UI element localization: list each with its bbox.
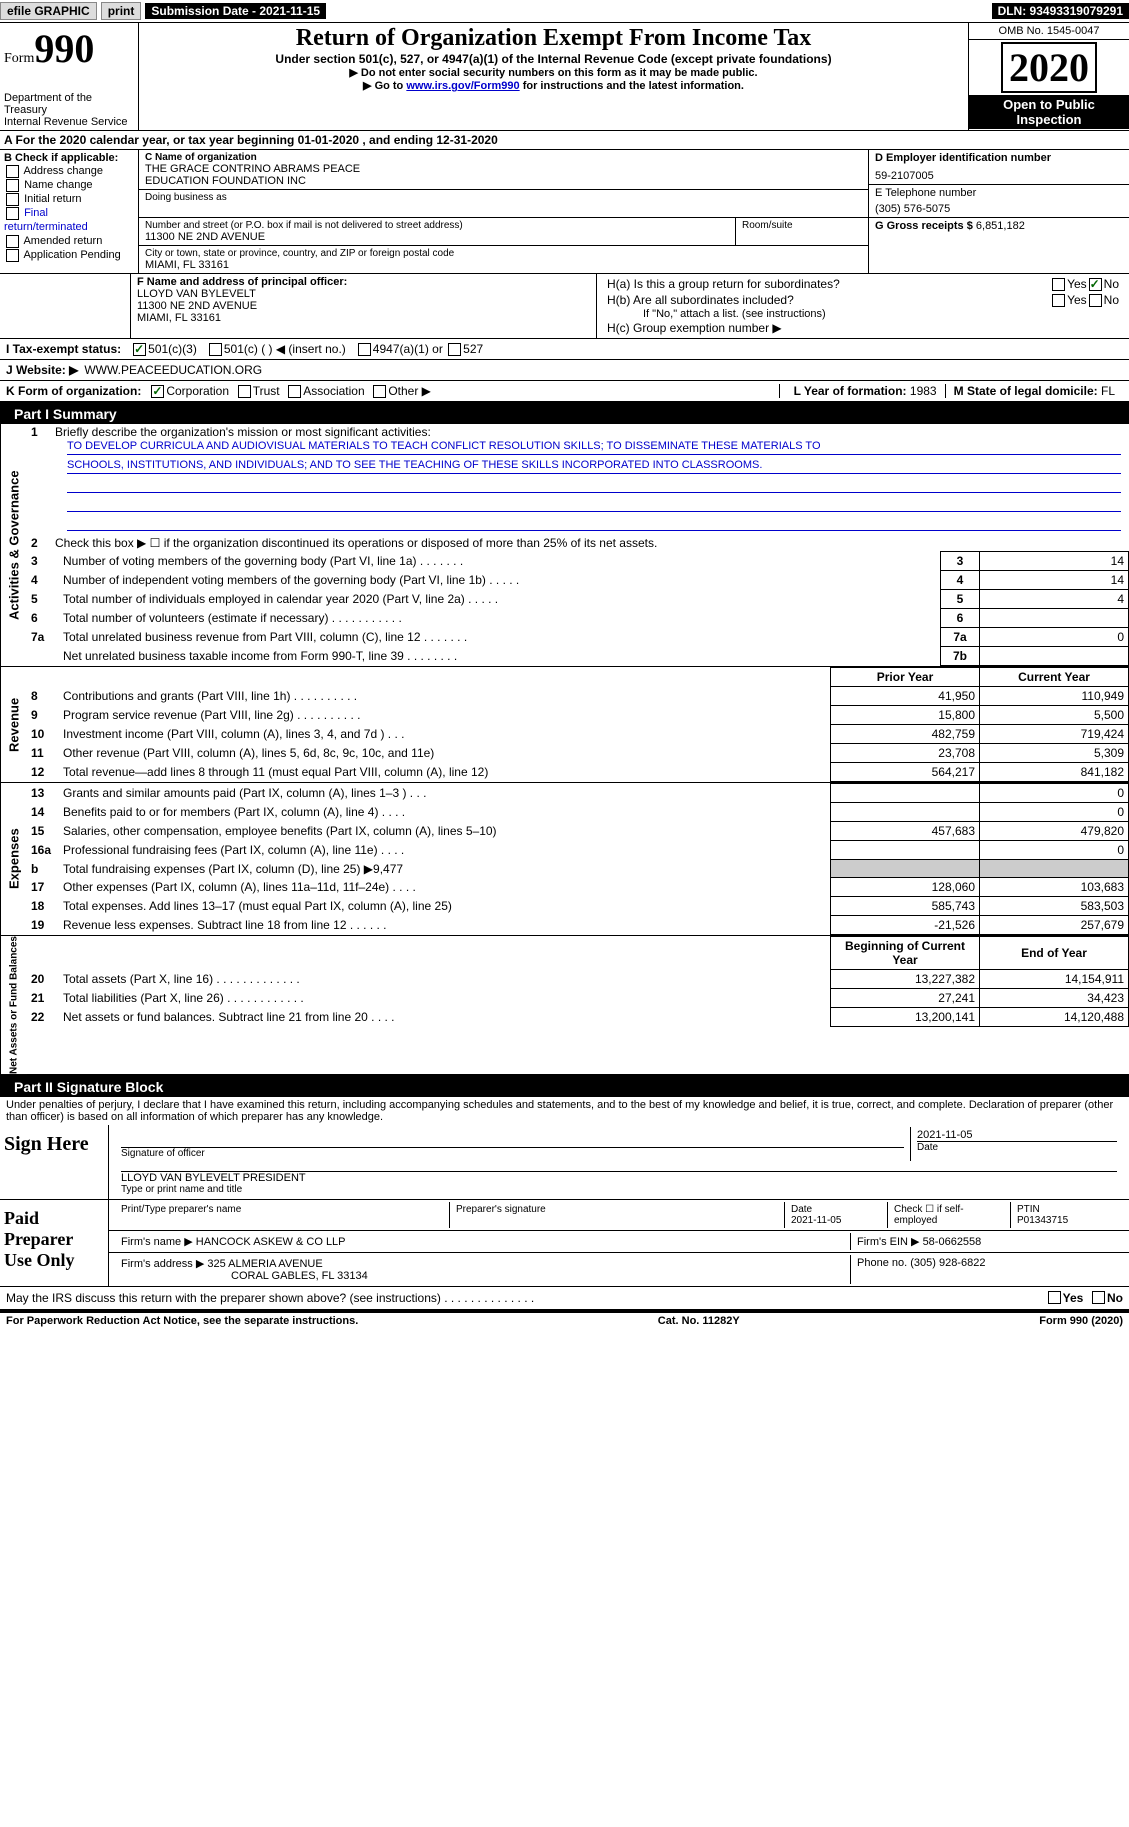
table-row: 14Benefits paid to or for members (Part … <box>27 803 1129 822</box>
efile-graphic-button[interactable]: efile GRAPHIC <box>0 2 97 20</box>
discuss-row: May the IRS discuss this return with the… <box>0 1287 1129 1312</box>
block-f-officer: F Name and address of principal officer:… <box>131 274 596 338</box>
table-row: 19Revenue less expenses. Subtract line 1… <box>27 916 1129 935</box>
open-to-public: Open to Public Inspection <box>969 95 1129 129</box>
netassets-table: Beginning of Current Year End of Year 20… <box>27 936 1129 1027</box>
print-button[interactable]: print <box>101 2 142 20</box>
row-k-form-org: K Form of organization: Corporation Trus… <box>0 381 1129 404</box>
table-row: 13Grants and similar amounts paid (Part … <box>27 784 1129 803</box>
checkbox-checked-icon <box>133 343 146 356</box>
table-row: 10Investment income (Part VIII, column (… <box>27 725 1129 744</box>
ag-table: 3Number of voting members of the governi… <box>27 551 1129 666</box>
table-row: 22Net assets or fund balances. Subtract … <box>27 1008 1129 1027</box>
table-row: 18Total expenses. Add lines 13–17 (must … <box>27 897 1129 916</box>
mission-text-2: SCHOOLS, INSTITUTIONS, AND INDIVIDUALS; … <box>67 459 1121 474</box>
table-row: 8Contributions and grants (Part VIII, li… <box>27 687 1129 706</box>
row-a-tax-year: A For the 2020 calendar year, or tax yea… <box>0 131 1129 150</box>
part-1-header: Part I Summary <box>0 404 1129 424</box>
dept-treasury: Department of the Treasury <box>4 92 134 116</box>
table-row: 15Salaries, other compensation, employee… <box>27 822 1129 841</box>
block-b-check: B Check if applicable: Address change Na… <box>0 150 139 273</box>
submission-date: Submission Date - 2021-11-15 <box>145 3 326 19</box>
form-number: Form990 <box>4 25 134 72</box>
sign-here-row: Sign Here Signature of officer 2021-11-0… <box>0 1125 1129 1200</box>
table-row: 21Total liabilities (Part X, line 26) . … <box>27 989 1129 1008</box>
top-bar: efile GRAPHIC print Submission Date - 20… <box>0 0 1129 23</box>
table-row: 5Total number of individuals employed in… <box>27 590 1129 609</box>
side-label-activities: Activities & Governance <box>0 424 27 666</box>
table-row: bTotal fundraising expenses (Part IX, co… <box>27 860 1129 878</box>
form-title: Return of Organization Exempt From Incom… <box>143 25 964 52</box>
form-note-2: ▶ Go to www.irs.gov/Form990 for instruct… <box>143 79 964 92</box>
table-row: 16aProfessional fundraising fees (Part I… <box>27 841 1129 860</box>
block-c-org: C Name of organization THE GRACE CONTRIN… <box>139 150 868 273</box>
table-row: 12Total revenue—add lines 8 through 11 (… <box>27 763 1129 782</box>
table-row: 7aTotal unrelated business revenue from … <box>27 628 1129 647</box>
checkbox-checked-icon <box>1089 278 1102 291</box>
side-label-expenses: Expenses <box>0 783 27 935</box>
form-note-1: ▶ Do not enter social security numbers o… <box>143 66 964 79</box>
table-row: 17Other expenses (Part IX, column (A), l… <box>27 878 1129 897</box>
side-label-revenue: Revenue <box>0 667 27 782</box>
table-row: 4Number of independent voting members of… <box>27 571 1129 590</box>
checkbox-checked-icon <box>151 385 164 398</box>
side-label-netassets: Net Assets or Fund Balances <box>0 936 27 1074</box>
table-row: 9Program service revenue (Part VIII, lin… <box>27 706 1129 725</box>
row-i-tax-status: I Tax-exempt status: 501(c)(3) 501(c) ( … <box>0 339 1129 360</box>
irs-label: Internal Revenue Service <box>4 116 134 128</box>
declaration-text: Under penalties of perjury, I declare th… <box>0 1097 1129 1125</box>
revenue-table: Prior Year Current Year 8Contributions a… <box>27 667 1129 782</box>
expenses-table: 13Grants and similar amounts paid (Part … <box>27 783 1129 935</box>
blocks-bcd: B Check if applicable: Address change Na… <box>0 150 1129 274</box>
dln-label: DLN: 93493319079291 <box>992 3 1129 19</box>
table-row: 3Number of voting members of the governi… <box>27 552 1129 571</box>
paid-preparer-row: Paid Preparer Use Only Print/Type prepar… <box>0 1200 1129 1287</box>
table-row: 20Total assets (Part X, line 16) . . . .… <box>27 970 1129 989</box>
blocks-fh: F Name and address of principal officer:… <box>0 274 1129 339</box>
table-row: 11Other revenue (Part VIII, column (A), … <box>27 744 1129 763</box>
form-header: Form990 Department of the Treasury Inter… <box>0 23 1129 131</box>
omb-number: OMB No. 1545-0047 <box>969 23 1129 40</box>
instructions-link[interactable]: www.irs.gov/Form990 <box>406 80 519 92</box>
form-subtitle: Under section 501(c), 527, or 4947(a)(1)… <box>143 52 964 66</box>
part-2-header: Part II Signature Block <box>0 1077 1129 1097</box>
block-h-group: H(a) Is this a group return for subordin… <box>596 274 1129 338</box>
table-row: 6Total number of volunteers (estimate if… <box>27 609 1129 628</box>
table-row: Net unrelated business taxable income fr… <box>27 647 1129 666</box>
block-d-ein: D Employer identification number 59-2107… <box>868 150 1129 273</box>
row-j-website: J Website: ▶ WWW.PEACEEDUCATION.ORG <box>0 360 1129 381</box>
tax-year: 2020 <box>1001 42 1097 93</box>
mission-text-1: TO DEVELOP CURRICULA AND AUDIOVISUAL MAT… <box>67 440 1121 455</box>
page-footer: For Paperwork Reduction Act Notice, see … <box>0 1312 1129 1329</box>
